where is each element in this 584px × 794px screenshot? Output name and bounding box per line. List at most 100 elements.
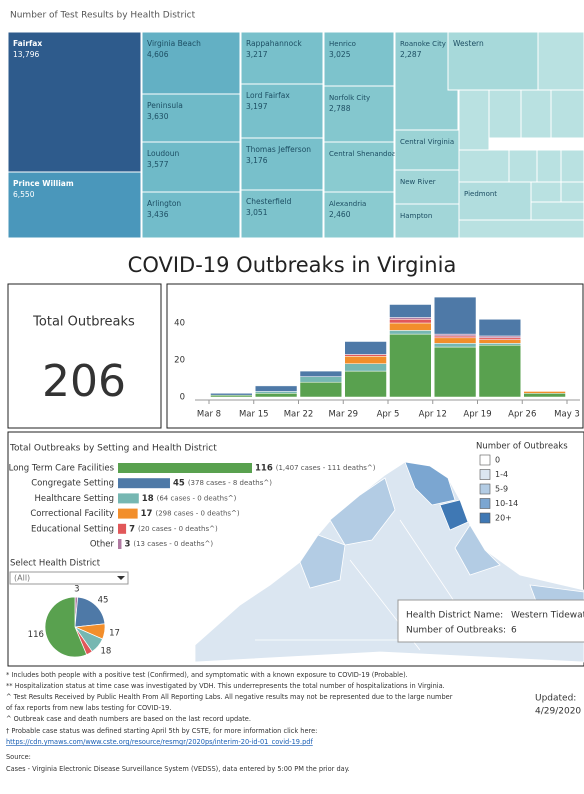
bar-segment — [478, 343, 521, 346]
bar-segment — [344, 341, 387, 355]
value-label: 3 — [124, 540, 130, 550]
pie-label: 3 — [74, 585, 79, 595]
bar-segment — [434, 343, 477, 348]
legend-label: 10-14 — [495, 499, 518, 508]
treemap-name: Henrico — [329, 40, 356, 48]
detail-label: (378 cases - 8 deaths^) — [188, 479, 272, 487]
treemap-name: Prince William — [13, 179, 74, 188]
treemap-cell — [458, 181, 532, 221]
bar-segment — [344, 356, 387, 364]
bar-segment — [434, 333, 477, 337]
value-label: 18 — [142, 494, 154, 504]
treemap-cell — [323, 141, 395, 193]
detail-label: (13 cases - 0 deaths^) — [133, 540, 213, 548]
bar-segment — [434, 346, 477, 398]
bar — [118, 463, 252, 473]
legend-label: 1-4 — [495, 470, 508, 479]
treemap-value: 3,051 — [246, 208, 268, 217]
bar-segment — [255, 391, 298, 394]
x-tick-label: May 3 — [554, 410, 580, 420]
treemap-name: Central Shenandoah — [329, 150, 401, 158]
treemap-name: Alexandria — [329, 200, 366, 208]
footnote: of fax reports from new labs testing for… — [6, 704, 171, 712]
footnote: ^ Test Results Received by Public Health… — [6, 693, 453, 701]
bar-segment — [478, 319, 521, 337]
x-tick-label: Mar 8 — [197, 410, 221, 420]
y-tick-label: 20 — [174, 356, 185, 366]
bar-segment — [210, 394, 253, 398]
bar-segment — [255, 393, 298, 398]
footnote-link[interactable]: https://cdn.ymaws.com/www.cste.org/resou… — [6, 738, 313, 746]
legend-swatch — [479, 512, 491, 524]
legend-label: 20+ — [495, 514, 512, 523]
treemap-value: 2,287 — [400, 50, 422, 59]
bar-segment — [478, 344, 521, 398]
treemap-name: Lord Fairfax — [246, 91, 290, 100]
filter-dropdown[interactable] — [9, 571, 129, 585]
treemap-name: Norfolk City — [329, 94, 370, 102]
pie-slice — [74, 596, 106, 628]
legend-swatch — [479, 483, 491, 495]
bar-segment — [344, 354, 387, 357]
bar-segment — [389, 319, 432, 324]
pie-label: 17 — [109, 628, 120, 638]
category-label: Educational Setting — [31, 524, 114, 534]
bar-segment — [210, 393, 253, 396]
y-tick-label: 40 — [174, 319, 185, 329]
treemap-cell — [323, 191, 395, 239]
total-label: Total Outbreaks — [32, 315, 135, 330]
treemap-cell — [447, 31, 539, 91]
bar-segment — [434, 335, 477, 339]
footnote: † Probable case status was defined start… — [6, 727, 317, 735]
legend-label: 0 — [495, 456, 500, 465]
tooltip — [397, 599, 584, 643]
pie-slice — [44, 596, 88, 658]
total-box — [7, 283, 162, 429]
treemap-name: Piedmont — [464, 190, 497, 198]
treemap-cell — [141, 93, 241, 143]
treemap-cell — [240, 189, 324, 239]
value-label: 45 — [173, 479, 185, 489]
treemap-name: Central Virginia — [400, 138, 454, 146]
filter-value[interactable]: (All) — [14, 574, 30, 583]
main-title: COVID-19 Outbreaks in Virginia — [128, 253, 457, 277]
treemap-value: 4,606 — [147, 50, 169, 59]
x-tick-label: Mar 22 — [284, 410, 314, 420]
treemap-name: Arlington — [147, 199, 181, 208]
total-value: 206 — [42, 356, 126, 407]
detail-label: (298 cases - 0 deaths^) — [155, 510, 239, 518]
bar — [118, 539, 122, 549]
bar-segment — [478, 335, 521, 339]
treemap-name: Rappahannock — [246, 39, 302, 48]
bar-segment — [344, 363, 387, 372]
treemap-name: Western — [453, 39, 484, 48]
treemap-value: 2,460 — [329, 210, 351, 219]
bar-segment — [434, 337, 477, 344]
treemap-cell — [141, 31, 241, 95]
treemap-name: Hampton — [400, 212, 432, 220]
bar-segment — [478, 339, 521, 344]
footnote: ** Hospitalization status at time case w… — [6, 682, 445, 690]
legend-label: 5-9 — [495, 485, 508, 494]
bar-segment — [478, 337, 521, 340]
category-label: Congregate Setting — [31, 479, 114, 489]
treemap-cell — [141, 191, 241, 239]
updated-date: 4/29/2020 — [535, 707, 581, 717]
treemap-value: 3,197 — [246, 102, 268, 111]
dropdown-arrow[interactable] — [117, 576, 125, 580]
treemap-cell — [323, 85, 395, 143]
treemap-title: Number of Test Results by Health Distric… — [10, 11, 196, 21]
bar-segment — [299, 381, 342, 398]
chart-title: Total Outbreaks by Setting and Health Di… — [9, 444, 217, 454]
treemap-name: Fairfax — [13, 39, 42, 48]
category-label: Healthcare Setting — [35, 494, 114, 504]
footnote: ^ Outbreak case and death numbers are ba… — [6, 715, 251, 723]
treemap-name: Roanoke City — [400, 40, 446, 48]
footnote: * Includes both people with a positive t… — [6, 671, 408, 679]
treemap-value: 2,788 — [329, 104, 351, 113]
treemap-value: 6,550 — [13, 190, 35, 199]
treemap-value: 3,436 — [147, 210, 169, 219]
y-tick-label: 0 — [180, 393, 185, 403]
treemap-cell — [240, 31, 324, 85]
